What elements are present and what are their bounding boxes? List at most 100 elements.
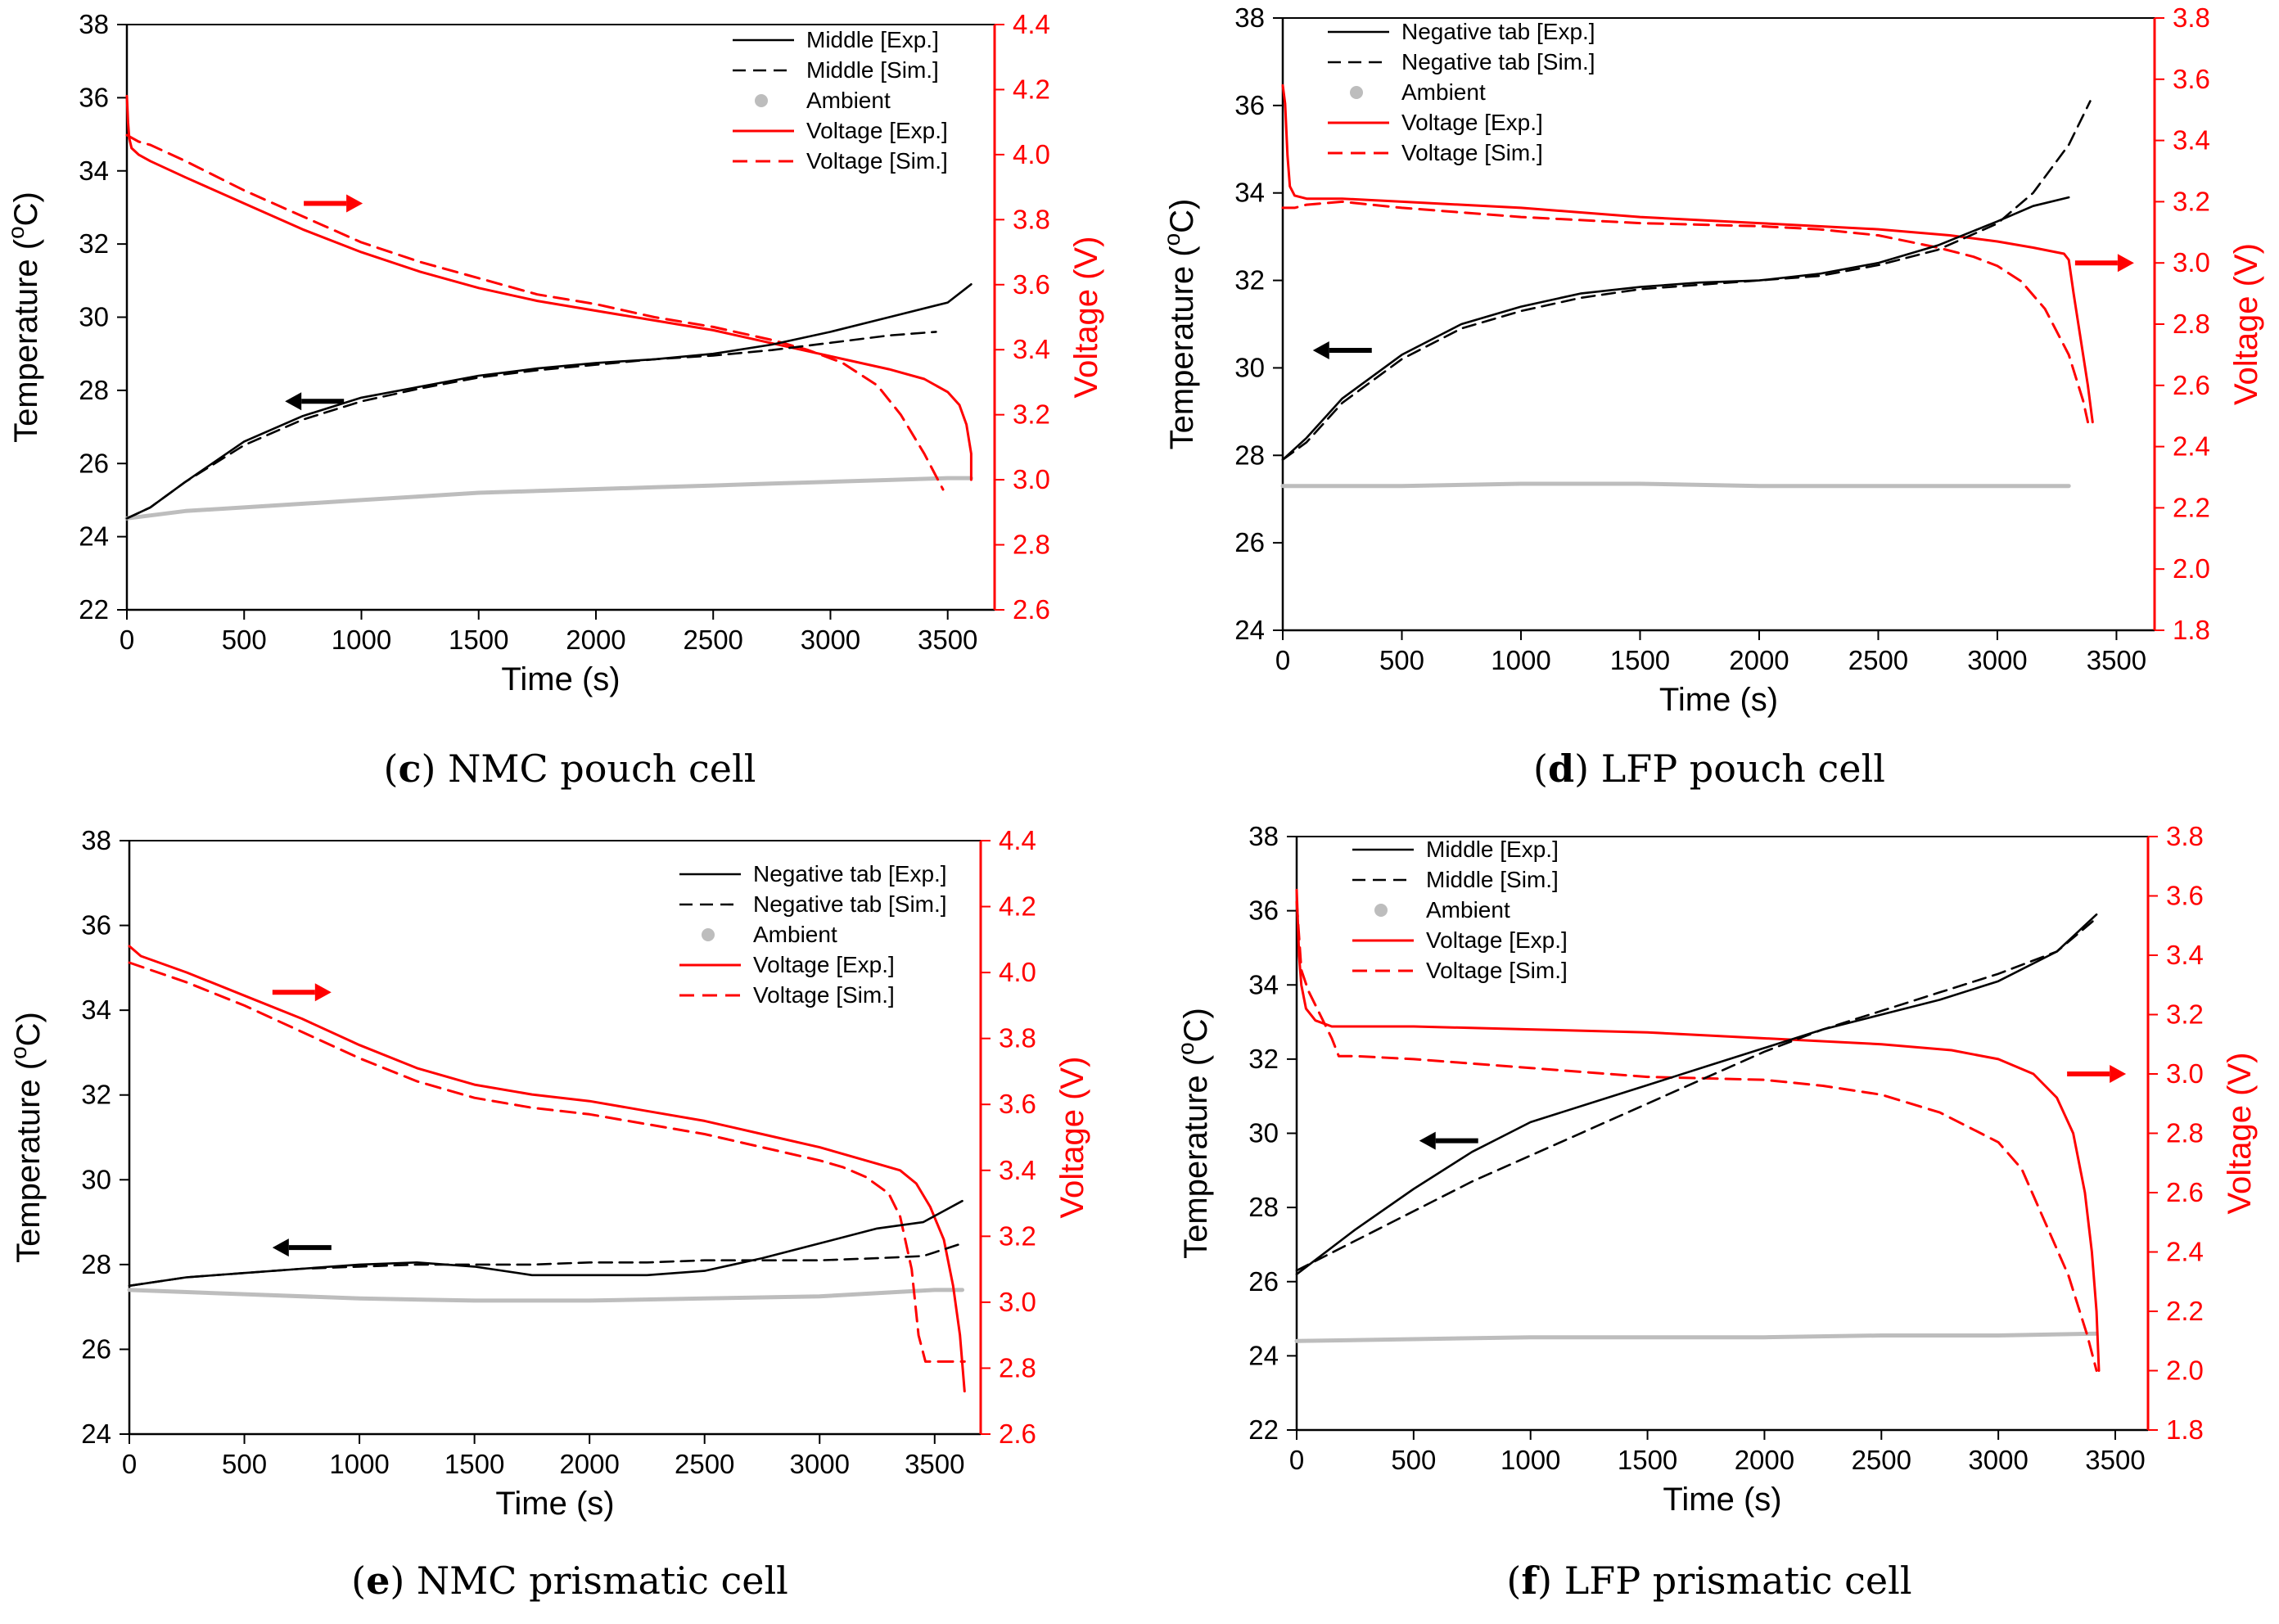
x-tick-label: 1500 <box>1618 1445 1677 1475</box>
series-ambient <box>1280 481 2071 489</box>
legend-label: Ambient <box>753 922 837 947</box>
series-voltage-exp <box>1281 83 2094 424</box>
series-negative-tab-sim <box>128 1242 963 1288</box>
y2-tick-label: 3.2 <box>2166 999 2204 1030</box>
y-tick-label: 22 <box>79 594 109 625</box>
y2-tick-label: 3.6 <box>2166 881 2204 911</box>
legend-item: Ambient <box>702 922 837 947</box>
legend-label: Middle [Sim.] <box>1426 867 1559 892</box>
caption-d: (d) LFP pouch cell <box>1533 747 1885 791</box>
legend-label: Ambient <box>1401 79 1486 105</box>
y-tick-label: 38 <box>81 825 111 855</box>
caption-e: (e) NMC prismatic cell <box>351 1559 788 1603</box>
y-tick-label: 36 <box>1248 895 1279 926</box>
y2-tick-label: 2.0 <box>2173 553 2210 584</box>
x-tick-label: 2500 <box>1852 1445 1911 1475</box>
y-tick-label: 30 <box>79 302 109 332</box>
y2-tick-label: 4.0 <box>999 957 1036 987</box>
x-tick-label: 0 <box>1275 645 1290 675</box>
y-tick-label: 32 <box>81 1080 111 1110</box>
x-tick-label: 2000 <box>1729 645 1789 675</box>
series-negative-tab-sim <box>1281 100 2092 461</box>
x-tick-label: 1500 <box>449 625 508 655</box>
y-tick-label: 36 <box>1234 90 1265 120</box>
x-tick-label: 3500 <box>918 625 977 655</box>
legend-label: Negative tab [Exp.] <box>1401 19 1595 44</box>
series-voltage-sim <box>125 133 945 491</box>
x-tick-label: 0 <box>1289 1445 1304 1475</box>
y2-tick-label: 1.8 <box>2173 615 2210 645</box>
legend-item: Ambient <box>755 88 891 113</box>
chart-d: 0 500 1000 1500 2000 2500 3000 3500 24 26 28 30 32 34… <box>1159 2 2264 718</box>
y-tick-label: 34 <box>1248 969 1279 999</box>
legend-label: Middle [Sim.] <box>806 57 939 83</box>
series-ambient <box>127 1288 964 1303</box>
y-tick-label: 28 <box>1234 440 1265 470</box>
y-tick-label: 28 <box>1248 1192 1279 1222</box>
y-tick-label: 30 <box>81 1164 111 1194</box>
y2-tick-label: 2.0 <box>2166 1356 2204 1386</box>
caption-text: LFP prismatic cell <box>1552 1559 1912 1603</box>
y2-tick-label: 3.8 <box>2173 2 2210 33</box>
y2-tick-label: 2.8 <box>1013 530 1050 560</box>
legend-label: Voltage [Exp.] <box>1401 110 1543 135</box>
y2-tick-label: 2.4 <box>2173 431 2210 462</box>
caption-text: NMC pouch cell <box>435 747 756 791</box>
arrow-left-icon <box>285 392 345 411</box>
legend-marker <box>1350 86 1363 99</box>
y2-tick-label: 3.0 <box>1013 464 1050 494</box>
x-tick-label: 2500 <box>684 625 743 655</box>
y2-tick-label: 2.4 <box>2166 1237 2204 1267</box>
y2-tick-label: 4.4 <box>1013 9 1050 39</box>
y-tick-label: 34 <box>79 156 109 186</box>
arrow-left-icon <box>1419 1131 1478 1150</box>
series-middle-sim <box>1295 917 2098 1272</box>
legend-item: Ambient <box>1350 79 1486 105</box>
x-tick-label: 500 <box>222 625 267 655</box>
legend-item: Middle [Sim.] <box>733 57 939 83</box>
y2-axis-label: Voltage (V) <box>2222 1053 2258 1215</box>
series-middle-exp <box>1295 913 2098 1276</box>
y-tick-label: 34 <box>1234 178 1265 208</box>
arrow-right-icon <box>2074 254 2134 273</box>
legend-label: Voltage [Sim.] <box>753 982 895 1008</box>
series-voltage-sim <box>128 961 966 1363</box>
legend-item: Negative tab [Sim.] <box>679 891 947 917</box>
x-tick-label: 1000 <box>329 1449 389 1479</box>
y2-axis-label: Voltage (V) <box>2228 243 2264 405</box>
arrow-right-icon <box>272 983 332 1002</box>
y2-axis-label: Voltage (V) <box>1054 1057 1090 1219</box>
x-tick-label: 1500 <box>1610 645 1670 675</box>
x-tick-label: 3000 <box>801 625 860 655</box>
y2-tick-label: 4.0 <box>1013 139 1050 169</box>
legend: Negative tab [Exp.] Negative tab [Sim.] Am… <box>679 861 947 1008</box>
legend-label: Negative tab [Sim.] <box>1401 49 1595 74</box>
y2-tick-label: 2.8 <box>2173 309 2210 339</box>
y-tick-label: 32 <box>1248 1044 1279 1074</box>
y-tick-label: 36 <box>81 910 111 941</box>
y2-tick-label: 4.4 <box>999 825 1036 855</box>
y-tick-label: 24 <box>81 1419 111 1449</box>
legend-label: Voltage [Exp.] <box>1426 927 1568 953</box>
legend-item: Ambient <box>1374 897 1510 923</box>
y2-tick-label: 2.8 <box>999 1352 1036 1383</box>
y2-tick-label: 3.8 <box>1013 204 1050 234</box>
y-tick-label: 28 <box>79 375 109 405</box>
y-tick-label: 26 <box>81 1333 111 1364</box>
y-tick-label: 26 <box>1234 527 1265 557</box>
legend-marker <box>1374 904 1388 917</box>
y2-tick-label: 3.4 <box>1013 334 1050 364</box>
y-tick-label: 28 <box>81 1249 111 1279</box>
caption-f: (f) LFP prismatic cell <box>1506 1559 1912 1603</box>
x-tick-label: 2000 <box>566 625 625 655</box>
x-tick-label: 3500 <box>905 1449 964 1479</box>
y-tick-label: 26 <box>79 448 109 478</box>
y2-tick-label: 3.4 <box>999 1155 1036 1185</box>
legend: Middle [Exp.] Middle [Sim.] Ambient Voltage… <box>1352 837 1568 983</box>
y-tick-label: 30 <box>1234 352 1265 382</box>
y-axis-label: Temperature (oC) <box>3 192 44 443</box>
y-axis-label: Temperature (oC) <box>1159 199 1200 450</box>
y2-tick-label: 3.0 <box>2173 247 2210 277</box>
chart-f: 0 500 1000 1500 2000 2500 3000 3500 22 24 26 28 30 32… <box>1173 821 2258 1518</box>
x-tick-label: 500 <box>222 1449 267 1479</box>
